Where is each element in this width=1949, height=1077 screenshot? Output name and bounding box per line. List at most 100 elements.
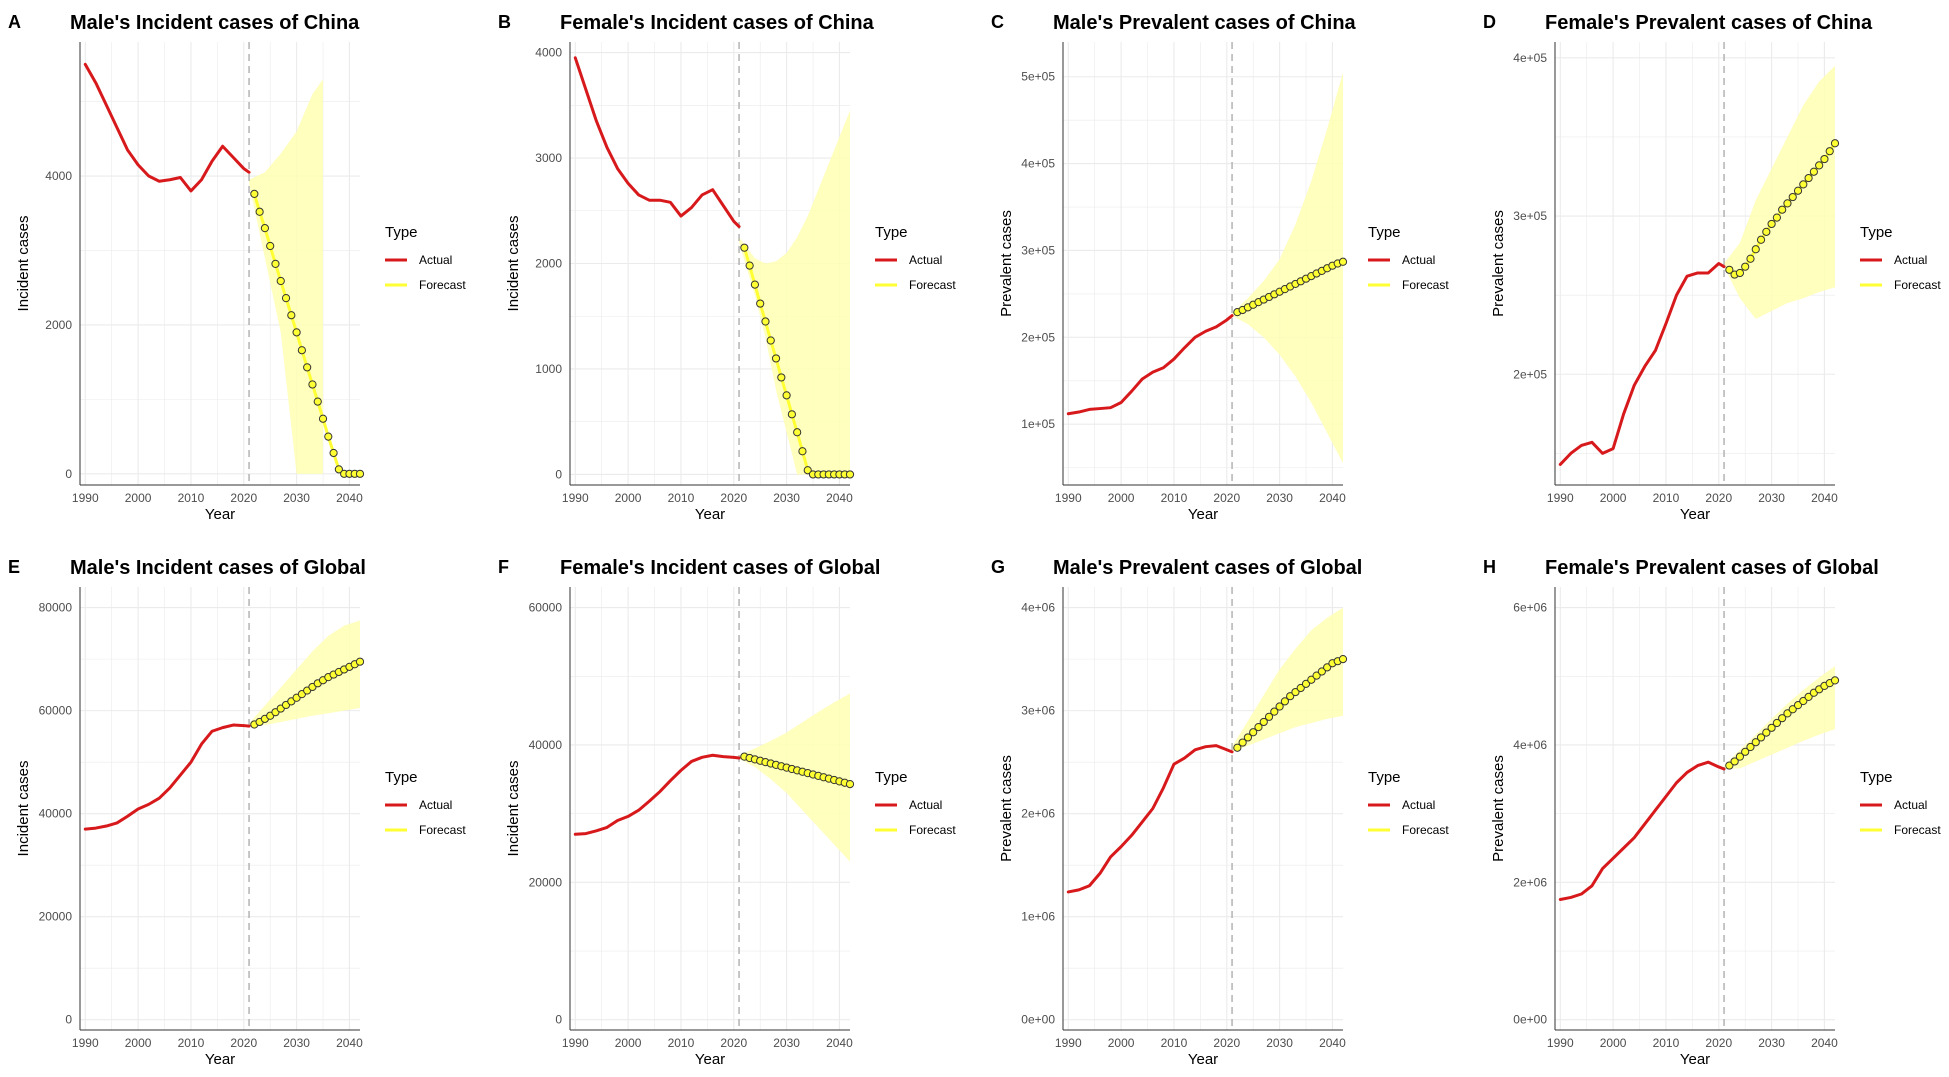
x-tick-label: 2040 <box>826 491 853 505</box>
legend-label-forecast: Forecast <box>909 278 956 292</box>
legend-label-actual: Actual <box>1402 253 1435 267</box>
y-tick-label: 0 <box>65 467 72 481</box>
y-axis-title: Incident cases <box>15 761 32 857</box>
x-tick-label: 1990 <box>72 1036 99 1050</box>
x-tick-label: 2030 <box>773 491 800 505</box>
forecast-point <box>1815 161 1824 170</box>
forecast-point <box>334 465 343 474</box>
x-tick-label: 1990 <box>1547 1036 1574 1050</box>
forecast-point <box>1804 173 1813 183</box>
x-axis-title: Year <box>205 1051 235 1068</box>
forecast-point <box>1788 705 1797 714</box>
legend-title: Type <box>1860 224 1893 241</box>
forecast-point <box>1259 717 1268 727</box>
panel-letter: C <box>991 12 1004 32</box>
y-tick-label: 1000 <box>535 362 562 376</box>
forecast-point <box>1735 752 1745 761</box>
forecast-point <box>255 207 264 216</box>
y-tick-label: 2e+06 <box>1513 875 1547 889</box>
forecast-point <box>1741 262 1750 271</box>
forecast-point <box>1338 655 1348 664</box>
forecast-point <box>1772 718 1781 728</box>
y-tick-label: 4e+05 <box>1513 51 1547 65</box>
confidence-band <box>1232 72 1343 464</box>
y-tick-label: 20000 <box>39 910 73 924</box>
forecast-point <box>355 469 365 478</box>
forecast-point <box>1233 743 1242 752</box>
forecast-point <box>250 189 259 198</box>
forecast-point <box>1746 254 1755 263</box>
forecast-point <box>1778 714 1787 723</box>
x-axis-title: Year <box>695 506 725 523</box>
forecast-point <box>1809 167 1818 176</box>
forecast-point <box>1825 147 1834 156</box>
legend-label-forecast: Forecast <box>419 278 466 292</box>
forecast-point <box>1799 696 1808 706</box>
forecast-point <box>803 466 812 475</box>
forecast-point <box>1735 268 1745 278</box>
panel-g: G Male's Prevalent cases of Global 1990 200… <box>991 557 1449 1068</box>
actual-series-line <box>573 753 741 836</box>
legend-label-actual: Actual <box>1402 798 1435 812</box>
forecast-point <box>1264 712 1274 721</box>
x-tick-label: 2040 <box>1811 1036 1838 1050</box>
forecast-point <box>782 391 791 400</box>
x-axis-title: Year <box>1680 1051 1710 1068</box>
forecast-point <box>276 276 285 286</box>
forecast-point <box>1296 683 1305 693</box>
legend-label-actual: Actual <box>909 798 942 812</box>
y-tick-label: 2e+05 <box>1513 367 1547 381</box>
x-tick-label: 2010 <box>668 1036 695 1050</box>
forecast-point <box>1301 679 1311 688</box>
forecast-point <box>1767 219 1776 229</box>
forecast-point <box>271 259 280 268</box>
forecast-point <box>355 657 365 666</box>
forecast-point <box>260 224 270 233</box>
forecast-point <box>1249 728 1258 737</box>
x-tick-label: 2030 <box>1266 491 1293 505</box>
x-tick-label: 2040 <box>1811 491 1838 505</box>
forecast-point <box>1830 139 1840 148</box>
panel-d: D Female's Prevalent cases of China 1990 20… <box>1483 12 1941 523</box>
panel-title: Female's Prevalent cases of China <box>1545 12 1873 34</box>
x-tick-label: 2000 <box>125 1036 152 1050</box>
forecast-point <box>329 448 338 458</box>
forecast-point <box>297 346 306 355</box>
x-tick-label: 1990 <box>562 491 589 505</box>
legend-label-actual: Actual <box>419 798 452 812</box>
legend-title: Type <box>1368 769 1401 786</box>
confidence-band <box>249 620 360 727</box>
y-axis-title: Prevalent cases <box>998 755 1015 862</box>
y-tick-label: 2000 <box>45 318 72 332</box>
forecast-point <box>292 328 301 337</box>
y-tick-label: 4000 <box>535 46 562 60</box>
forecast-point <box>1793 186 1803 195</box>
x-tick-label: 2040 <box>336 1036 363 1050</box>
forecast-point <box>303 363 312 372</box>
y-tick-label: 3e+06 <box>1021 704 1055 718</box>
panel-f: F Female's Incident cases of Global 1990 20… <box>498 557 956 1068</box>
y-axis-title: Prevalent cases <box>998 210 1015 317</box>
y-tick-label: 4e+06 <box>1021 601 1055 615</box>
forecast-point <box>1778 205 1787 214</box>
actual-series-line <box>573 56 741 229</box>
legend-title: Type <box>875 769 908 786</box>
x-tick-label: 2020 <box>720 1036 747 1050</box>
x-tick-label: 2030 <box>1266 1036 1293 1050</box>
forecast-point <box>1291 687 1300 697</box>
x-axis-title: Year <box>1680 506 1710 523</box>
x-tick-label: 2030 <box>283 1036 310 1050</box>
y-tick-label: 3000 <box>535 151 562 165</box>
panel-title: Male's Incident cases of China <box>70 12 360 34</box>
legend-title: Type <box>1860 769 1893 786</box>
legend-title: Type <box>385 224 418 241</box>
forecast-point <box>740 243 749 252</box>
panel-a: A Male's Incident cases of China 1990 2000 2… <box>8 12 466 523</box>
actual-series-line <box>83 723 251 831</box>
forecast-point <box>313 397 322 406</box>
x-tick-label: 2040 <box>826 1036 853 1050</box>
legend-title: Type <box>1368 224 1401 241</box>
x-tick-label: 2040 <box>1319 491 1346 505</box>
